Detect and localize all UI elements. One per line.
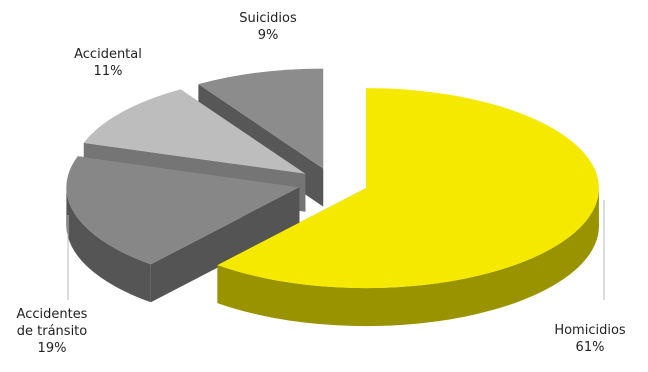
category-name: Suicidios — [239, 11, 297, 26]
slice — [66, 156, 300, 265]
category-name: Accidentes de tránsito — [16, 307, 88, 339]
slice-label: Homicidios 61% — [540, 322, 640, 356]
slice-wall — [217, 188, 599, 327]
slice-label: Accidentes de tránsito 19% — [8, 306, 96, 357]
slice-wall — [66, 187, 151, 303]
value-label: 9% — [257, 28, 279, 43]
slice — [83, 89, 306, 174]
slice — [198, 68, 324, 169]
slice-label: Suicidios 9% — [218, 10, 318, 44]
slice-label: Accidental 11% — [58, 46, 158, 80]
value-label: 19% — [37, 341, 67, 356]
slice — [217, 88, 599, 289]
category-name: Accidental — [74, 47, 142, 62]
category-name: Homicidios — [554, 323, 626, 338]
value-label: 11% — [93, 64, 123, 79]
value-label: 61% — [575, 340, 605, 355]
